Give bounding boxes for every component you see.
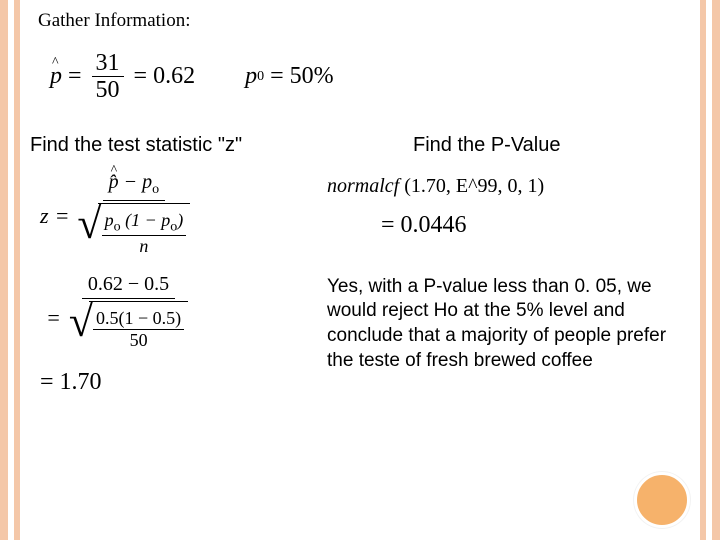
- normalcdf-expression: normalcf (1.70, E^99, 0, 1): [327, 175, 690, 198]
- phat-value: 0.62: [153, 63, 195, 90]
- p0-value: 50%: [290, 63, 334, 90]
- phat-numerator: 31: [92, 50, 124, 77]
- decorative-circle-icon: [634, 472, 690, 528]
- z-result: = 1.70: [40, 369, 327, 396]
- phat-denominator: 50: [92, 77, 124, 103]
- z-symbol: z: [40, 169, 49, 229]
- z-formula-symbolic: z = ^p̂ − po √ p: [40, 169, 327, 260]
- z-step2-den-top: 0.5(1 − 0.5): [93, 308, 184, 330]
- p0-symbol: p: [245, 63, 257, 90]
- z-den-n: n: [136, 236, 151, 257]
- z-num-po: p: [142, 171, 152, 193]
- z-computation-column: z = ^p̂ − po √ p: [30, 169, 327, 397]
- z-step2-numerator: 0.62 − 0.5: [82, 271, 175, 299]
- find-z-heading: Find the test statistic "z": [30, 134, 393, 157]
- given-equations-row: ^p = 31 50 = 0.62 p0 = 50%: [30, 50, 690, 104]
- p0-equation: p0 = 50%: [245, 63, 334, 90]
- subheadings-row: Find the test statistic "z" Find the P-V…: [30, 134, 690, 157]
- z-step2-den-bottom: 50: [127, 330, 151, 351]
- conclusion-text: Yes, with a P-value less than 0. 05, we …: [327, 275, 690, 374]
- section-header: Gather Information:: [30, 0, 690, 32]
- left-stripe-outer: [0, 0, 8, 540]
- find-pvalue-heading: Find the P-Value: [393, 134, 690, 157]
- pvalue-column: normalcf (1.70, E^99, 0, 1) = 0.0446 Yes…: [327, 169, 690, 397]
- right-stripe-gap: [706, 0, 712, 540]
- p0-subscript: 0: [257, 69, 264, 85]
- right-stripe-outer: [712, 0, 720, 540]
- normalcdf-args: (1.70, E^99, 0, 1): [404, 175, 544, 197]
- z-formula-numeric: = 0.62 − 0.5 √ 0.5(1 − 0.5) 50: [40, 271, 327, 353]
- slide-content: Gather Information: ^p = 31 50 = 0.62 p0…: [30, 0, 690, 540]
- phat-equation: ^p = 31 50 = 0.62: [50, 50, 195, 104]
- normalcdf-label: normalcf: [327, 175, 399, 197]
- lower-columns: z = ^p̂ − po √ p: [30, 169, 690, 397]
- pvalue-result: = 0.0446: [327, 212, 690, 239]
- left-stripe-inner: [14, 0, 20, 540]
- right-stripe-inner: [700, 0, 706, 540]
